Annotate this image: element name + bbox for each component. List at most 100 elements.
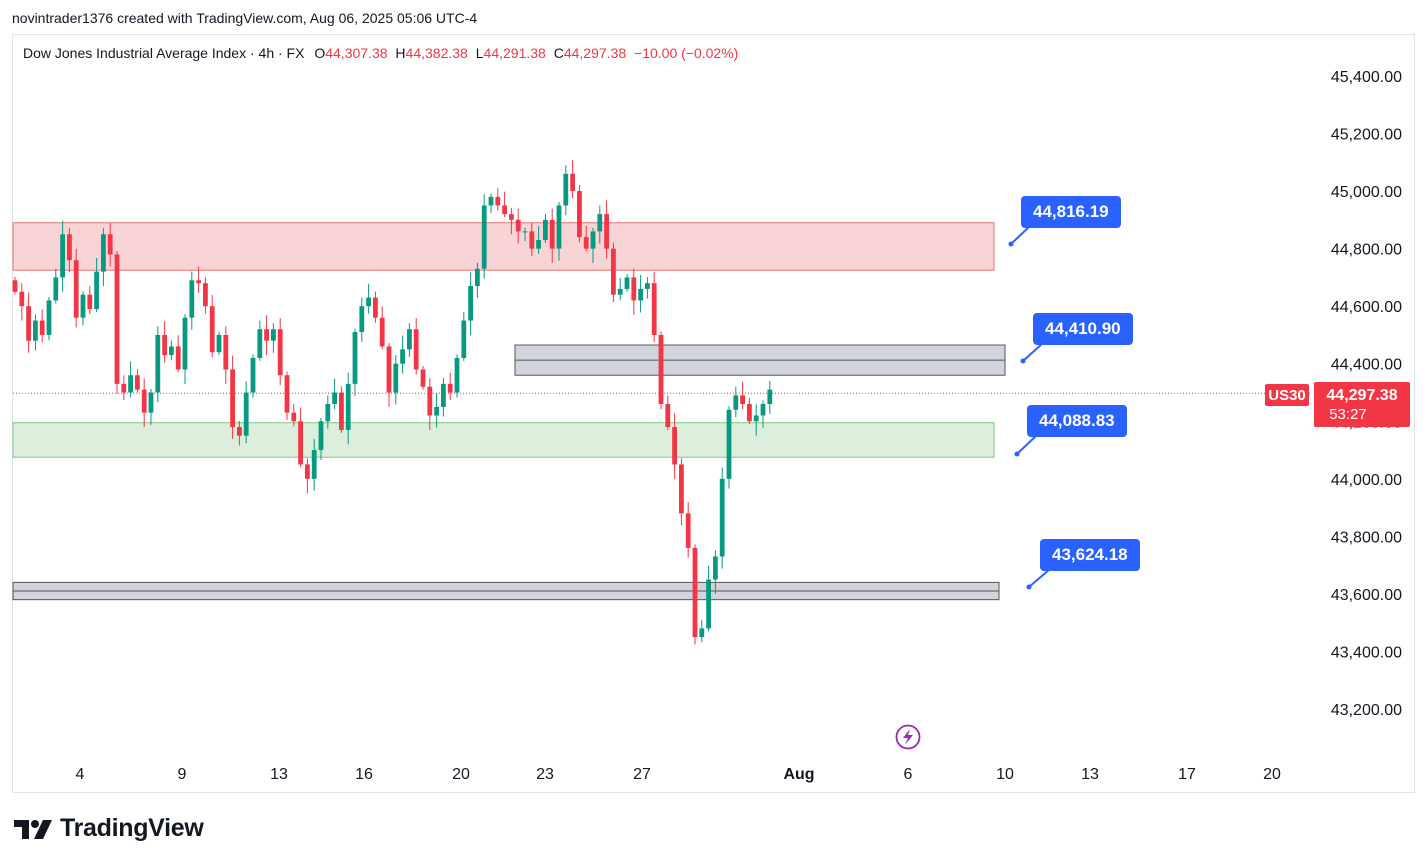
candle-body: [169, 346, 174, 356]
candle-body: [461, 320, 467, 358]
candle-body: [352, 332, 358, 384]
candle-body: [73, 260, 79, 318]
legend-open-label: O: [314, 45, 326, 61]
candle-body: [753, 415, 759, 422]
callout-level-3[interactable]: 44,088.83: [1027, 405, 1127, 437]
candle-body: [311, 450, 317, 479]
callout-anchor-4: [1026, 584, 1032, 590]
y-tick-label: 43,400.00: [1331, 644, 1402, 661]
candle-body: [291, 412, 297, 422]
candle-body: [94, 271, 99, 310]
candle-body: [386, 346, 392, 393]
candle-body: [427, 386, 433, 416]
candle-body: [713, 556, 718, 580]
y-tick-label: 43,600.00: [1331, 587, 1402, 604]
candle-body: [60, 234, 65, 278]
y-tick-label: 44,800.00: [1331, 242, 1402, 259]
candle-body: [760, 404, 766, 416]
callout-anchor-1: [1008, 241, 1014, 247]
price-tag: US30 44,297.38 53:27: [1265, 382, 1410, 427]
candle-body: [549, 219, 555, 249]
candle-body: [87, 294, 93, 310]
callout-pointer-3: [1016, 434, 1038, 455]
candle-body: [624, 277, 630, 289]
candle-body: [617, 288, 623, 295]
candle-body: [298, 421, 303, 465]
callout-pointer-2: [1022, 342, 1044, 362]
x-tick-label: 4: [76, 766, 85, 783]
candle-body: [719, 478, 725, 557]
candle-body: [366, 297, 371, 307]
callout-level-2[interactable]: 44,410.90: [1033, 313, 1133, 345]
x-tick-label: 6: [904, 766, 913, 783]
candle-body: [570, 173, 575, 192]
candle-body: [339, 392, 344, 430]
candle-body: [407, 329, 412, 350]
candle-body: [332, 392, 337, 405]
y-tick-label: 44,400.00: [1331, 357, 1402, 374]
x-tick-label: 10: [996, 766, 1014, 783]
callout-level-4[interactable]: 43,624.18: [1040, 539, 1140, 571]
y-tick-label: 45,200.00: [1331, 127, 1402, 144]
candle-body: [495, 196, 501, 206]
candle-body: [597, 214, 603, 232]
y-tick-label: 43,800.00: [1331, 529, 1402, 546]
candle-body: [264, 329, 269, 341]
candle-body: [182, 317, 188, 370]
candle-body: [631, 277, 637, 301]
candle-body: [638, 288, 643, 301]
callout-anchor-2: [1020, 358, 1026, 364]
lightning-icon[interactable]: [895, 724, 921, 750]
chart-frame[interactable]: [12, 34, 1415, 793]
candle-body: [196, 280, 201, 284]
candle-body: [672, 427, 677, 465]
candle-body: [706, 579, 711, 629]
callout-pointer-1: [1010, 225, 1031, 245]
candle-body: [454, 357, 460, 393]
zone-support: [12, 422, 995, 458]
candle-body: [67, 234, 72, 261]
legend-open-value: 44,307.38: [325, 45, 388, 61]
brand-name: TradingView: [60, 814, 204, 842]
x-tick-label: 20: [1263, 766, 1281, 783]
candle-body: [379, 317, 385, 347]
candle-body: [175, 346, 181, 370]
candle-body: [488, 196, 494, 206]
candle-body: [563, 173, 569, 206]
candle-body: [53, 277, 59, 301]
candle-body: [26, 306, 31, 341]
candle-body: [12, 280, 18, 292]
candle-body: [209, 306, 215, 353]
x-tick-label: 13: [270, 766, 288, 783]
symbol-description: Dow Jones Industrial Average Index · 4h …: [23, 45, 305, 61]
legend-low-label: L: [475, 45, 484, 61]
candle-body: [481, 205, 487, 269]
callout-anchor-3: [1014, 451, 1020, 457]
x-tick-label: 23: [536, 766, 554, 783]
candle-body: [19, 291, 25, 307]
candle-body: [237, 427, 242, 436]
candle-body: [393, 363, 399, 393]
candle-body: [101, 234, 106, 272]
candle-body: [284, 375, 290, 413]
candle-body: [692, 547, 698, 638]
candle-body: [33, 320, 38, 341]
x-tick-label: 16: [355, 766, 373, 783]
candle-body: [230, 369, 235, 428]
candle-body: [203, 283, 208, 307]
candle-body: [148, 392, 154, 413]
candle-body: [434, 406, 439, 416]
candle-body: [46, 300, 52, 335]
ohlc-legend: Dow Jones Industrial Average Index · 4h …: [23, 45, 738, 61]
chart-caption: novintrader1376 created with TradingView…: [12, 10, 478, 26]
callout-level-1[interactable]: 44,816.19: [1021, 196, 1121, 228]
candle-body: [318, 421, 324, 451]
candle-body: [162, 334, 167, 356]
candle-body: [556, 205, 562, 249]
legend-change: −10.00 (−0.02%): [634, 45, 739, 61]
candle-body: [611, 248, 616, 295]
legend-high-value: 44,382.38: [405, 45, 468, 61]
legend-high-label: H: [395, 45, 406, 61]
tradingview-brand[interactable]: TradingView: [14, 814, 204, 843]
